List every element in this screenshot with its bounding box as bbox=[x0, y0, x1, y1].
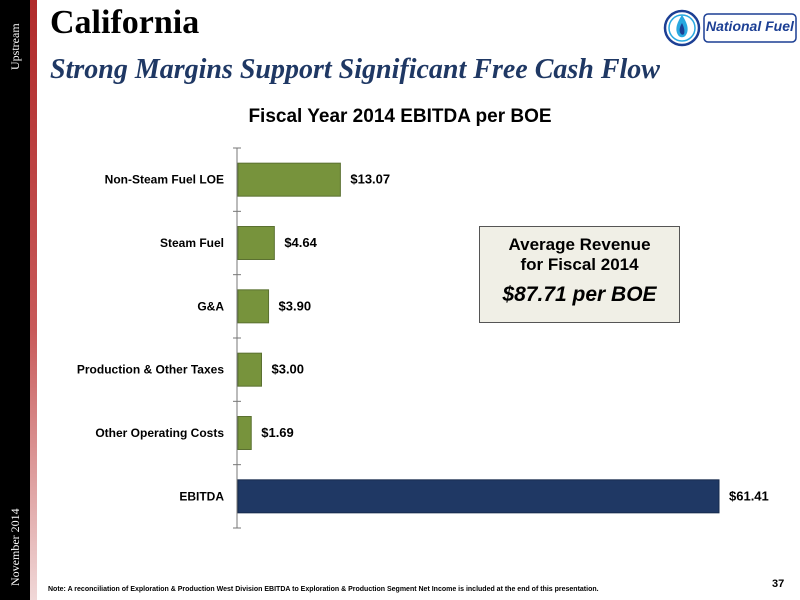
callout-value: $87.71 per BOE bbox=[502, 283, 657, 306]
flame-drop-icon bbox=[663, 9, 797, 47]
accent-stripe bbox=[30, 0, 37, 600]
bar bbox=[237, 289, 270, 324]
slide-subtitle: Strong Margins Support Significant Free … bbox=[50, 54, 660, 85]
data-label: $3.90 bbox=[279, 298, 312, 313]
page-number: 37 bbox=[772, 578, 785, 590]
callout-line-1: Average Revenue bbox=[508, 235, 651, 254]
category-label: EBITDA bbox=[179, 489, 224, 503]
bar bbox=[237, 162, 341, 197]
data-label: $13.07 bbox=[350, 172, 390, 187]
brand-name: National Fuel bbox=[706, 18, 794, 34]
bar bbox=[237, 352, 262, 387]
data-label: $3.00 bbox=[271, 362, 304, 377]
category-label: G&A bbox=[197, 299, 224, 313]
bar bbox=[237, 226, 275, 260]
footnote: Note: A reconciliation of Exploration & … bbox=[48, 586, 599, 593]
data-label: $61.41 bbox=[729, 488, 769, 503]
chart-title: Fiscal Year 2014 EBITDA per BOE bbox=[248, 106, 552, 127]
category-label: Other Operating Costs bbox=[95, 426, 224, 440]
category-label: Non-Steam Fuel LOE bbox=[105, 173, 224, 187]
category-label: Steam Fuel bbox=[160, 236, 224, 250]
category-label: Production & Other Taxes bbox=[77, 363, 224, 377]
average-revenue-callout: Average Revenue for Fiscal 2014 $87.71 p… bbox=[479, 226, 680, 323]
bar bbox=[237, 416, 252, 450]
callout-line-2: for Fiscal 2014 bbox=[520, 255, 639, 274]
bar bbox=[237, 479, 720, 514]
slide-title: California bbox=[50, 4, 200, 41]
left-side-bar bbox=[0, 0, 30, 600]
data-label: $1.69 bbox=[261, 425, 294, 440]
data-label: $4.64 bbox=[284, 235, 317, 250]
